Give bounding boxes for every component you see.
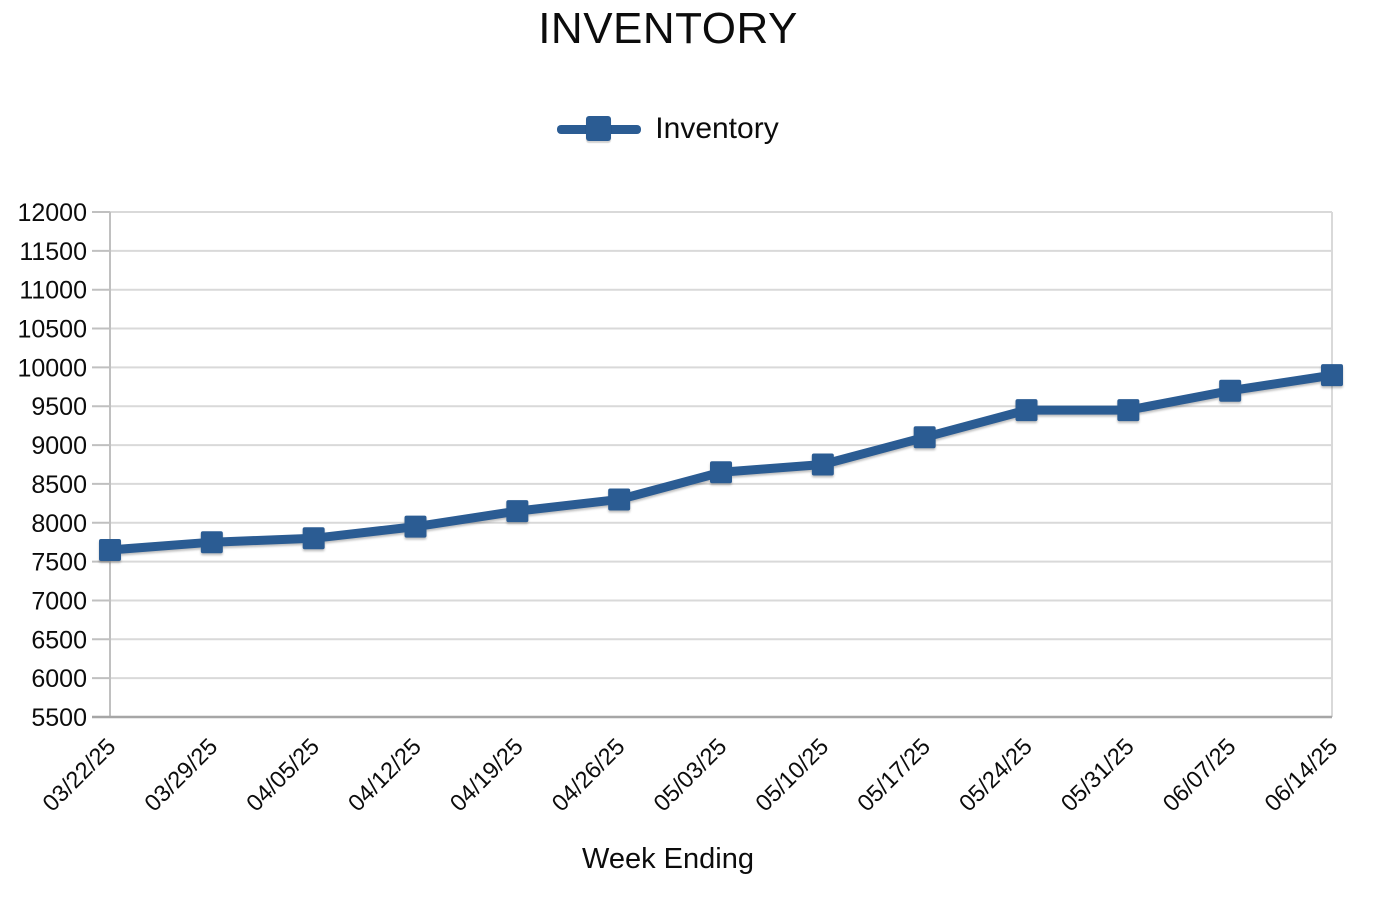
data-point-marker [710, 461, 732, 484]
y-tick-label: 9000 [31, 432, 87, 460]
y-tick-label: 8500 [31, 471, 87, 499]
data-point-marker [811, 453, 834, 476]
y-tick-label: 12000 [17, 199, 87, 227]
x-tick-label: 06/14/25 [1259, 733, 1342, 816]
x-tick-label: 03/29/25 [139, 733, 222, 816]
data-point-marker [1117, 399, 1140, 422]
data-point-marker [99, 538, 121, 561]
series-inventory [99, 364, 1343, 561]
data-point-marker [913, 426, 936, 449]
legend: Inventory [0, 112, 1336, 146]
y-tick-label: 11000 [19, 277, 87, 305]
y-tick-label: 6500 [31, 626, 87, 654]
y-tick-label: 7500 [31, 549, 87, 577]
x-tick-label: 05/24/25 [954, 733, 1037, 816]
data-point-marker [608, 488, 631, 511]
x-tick-label: 04/05/25 [241, 733, 324, 816]
data-point-marker [302, 527, 325, 550]
y-tick-label: 8000 [31, 510, 87, 538]
data-point-marker [1321, 364, 1343, 387]
data-point-marker [1219, 379, 1242, 402]
x-tick-label: 04/12/25 [343, 733, 426, 816]
x-tick-label: 05/17/25 [852, 733, 935, 816]
y-tick-label: 9500 [31, 393, 87, 421]
x-tick-label: 06/07/25 [1158, 733, 1241, 816]
x-axis-title: Week Ending [582, 843, 754, 875]
y-tick-label: 10500 [17, 316, 87, 344]
chart-title: INVENTORY [538, 4, 798, 53]
x-tick-label: 05/03/25 [648, 733, 731, 816]
y-tick-label: 7000 [31, 587, 87, 615]
x-tick-label: 05/10/25 [750, 733, 833, 816]
y-tick-label: 5500 [31, 704, 87, 732]
data-point-marker [1015, 399, 1038, 422]
y-tick-label: 6000 [31, 665, 87, 693]
data-point-marker [404, 515, 427, 538]
data-point-marker [200, 531, 223, 554]
x-tick-label: 04/19/25 [445, 733, 528, 816]
x-tick-label: 04/26/25 [547, 733, 630, 816]
x-tick-label: 05/31/25 [1056, 733, 1139, 816]
legend-square-marker-icon [586, 116, 612, 141]
legend-line-marker-icon [557, 116, 642, 141]
legend-label: Inventory [655, 112, 779, 145]
y-tick-label: 10000 [17, 354, 87, 382]
x-tick-label: 03/22/25 [37, 733, 120, 816]
data-point-marker [506, 500, 529, 523]
y-tick-label: 11500 [19, 238, 87, 266]
